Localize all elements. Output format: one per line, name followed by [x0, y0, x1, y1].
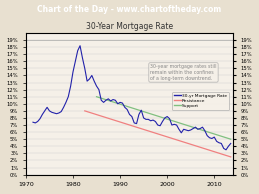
Legend: 30-yr Mortgage Rate, Resistance, Support: 30-yr Mortgage Rate, Resistance, Support	[172, 92, 229, 110]
Text: Chart of the Day - www.chartoftheday.com: Chart of the Day - www.chartoftheday.com	[37, 5, 222, 14]
Text: 30-Year Mortgage Rate: 30-Year Mortgage Rate	[86, 22, 173, 31]
Text: 30-year mortgage rates still
remain within the confines
of a long-term downtrend: 30-year mortgage rates still remain with…	[150, 64, 217, 81]
